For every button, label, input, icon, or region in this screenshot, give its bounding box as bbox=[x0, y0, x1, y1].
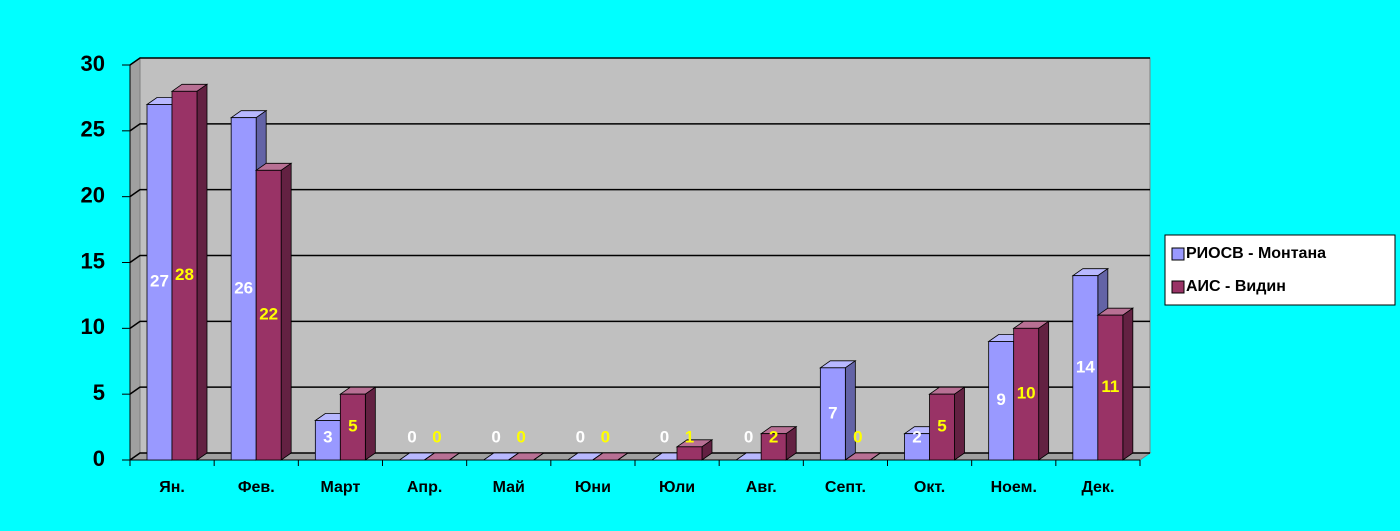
bar-front bbox=[1013, 327, 1040, 461]
legend-label: РИОСВ - Монтана bbox=[1186, 245, 1326, 262]
x-tick-label: Май bbox=[493, 479, 525, 496]
bar-front bbox=[1072, 275, 1099, 461]
bar-front bbox=[255, 169, 282, 461]
bar-side bbox=[870, 452, 881, 461]
legend-swatch bbox=[1171, 247, 1185, 261]
data-label: 5 bbox=[937, 417, 946, 436]
bar-front bbox=[146, 104, 173, 461]
bar-front bbox=[314, 420, 341, 461]
y-tick-label: 5 bbox=[93, 380, 105, 405]
data-label: 11 bbox=[1101, 377, 1119, 396]
data-label: 14 bbox=[1076, 357, 1095, 376]
bar bbox=[170, 83, 209, 461]
bar-front bbox=[171, 90, 198, 461]
data-label: 0 bbox=[491, 427, 500, 446]
bar-front bbox=[929, 393, 955, 461]
bar bbox=[507, 452, 545, 461]
bar-front bbox=[988, 341, 1015, 461]
bar-side bbox=[533, 452, 544, 461]
bar-front bbox=[760, 433, 787, 461]
bar-side bbox=[617, 452, 629, 461]
data-label: 0 bbox=[432, 427, 441, 446]
bar bbox=[759, 425, 798, 461]
data-label: 22 bbox=[259, 305, 278, 324]
y-tick-label: 25 bbox=[81, 117, 105, 142]
y-tick-label: 10 bbox=[81, 314, 105, 339]
x-tick-label: Март bbox=[321, 479, 361, 496]
x-tick-label: Юли bbox=[659, 479, 695, 496]
bar bbox=[844, 452, 882, 461]
bar bbox=[254, 162, 293, 461]
legend-swatch bbox=[1171, 280, 1185, 294]
x-tick-label: Ноем. bbox=[991, 479, 1037, 496]
data-label: 27 bbox=[150, 272, 169, 291]
bar bbox=[1096, 307, 1135, 461]
y-tick-label: 30 bbox=[81, 51, 105, 76]
x-tick-label: Авг. bbox=[746, 479, 777, 496]
grid-line bbox=[129, 254, 1150, 264]
bar bbox=[1012, 320, 1050, 461]
data-label: 5 bbox=[348, 417, 357, 436]
data-label: 28 bbox=[175, 265, 194, 284]
data-label: 0 bbox=[660, 427, 669, 446]
bar bbox=[675, 439, 714, 461]
data-label: 9 bbox=[996, 390, 1005, 409]
y-tick-label: 0 bbox=[93, 446, 105, 471]
data-label: 7 bbox=[828, 403, 837, 422]
x-tick-label: Апр. bbox=[407, 479, 442, 496]
grid-line bbox=[129, 386, 1150, 395]
x-tick-label: Септ. bbox=[825, 479, 866, 496]
bar-side bbox=[364, 386, 376, 461]
bar-front bbox=[676, 446, 703, 461]
x-tick-label: Фев. bbox=[238, 479, 275, 496]
data-label: 2 bbox=[912, 427, 921, 446]
data-label: 26 bbox=[234, 278, 253, 297]
x-tick-label: Окт. bbox=[914, 479, 945, 496]
bar bbox=[339, 386, 377, 461]
data-label: 0 bbox=[601, 427, 610, 446]
grid-line bbox=[129, 452, 1150, 461]
bar-side bbox=[449, 452, 460, 461]
bar bbox=[423, 452, 461, 461]
legend-box bbox=[1164, 234, 1396, 306]
data-label: 0 bbox=[576, 427, 585, 446]
data-label: 3 bbox=[323, 427, 332, 446]
bar-side bbox=[196, 83, 208, 461]
bar-front bbox=[230, 117, 257, 461]
bar-side bbox=[1122, 307, 1134, 461]
data-label: 10 bbox=[1017, 384, 1036, 403]
bar-front bbox=[819, 367, 846, 461]
bar bbox=[591, 452, 630, 461]
grid-line bbox=[129, 57, 1150, 66]
x-tick-label: Ян. bbox=[159, 479, 185, 496]
data-label: 0 bbox=[407, 427, 416, 446]
bar-side bbox=[280, 162, 292, 461]
data-label: 0 bbox=[744, 427, 753, 446]
bar-side bbox=[954, 386, 965, 461]
x-tick-label: Юни bbox=[575, 479, 611, 496]
bar bbox=[928, 386, 966, 461]
data-label: 1 bbox=[685, 427, 694, 446]
x-tick-label: Дек. bbox=[1081, 479, 1114, 496]
legend-label: АИС - Видин bbox=[1186, 278, 1286, 295]
grid-line bbox=[129, 188, 1150, 198]
y-tick-label: 20 bbox=[81, 182, 105, 207]
grid-line bbox=[129, 123, 1150, 132]
y-tick-label: 15 bbox=[81, 248, 105, 273]
data-label: 0 bbox=[516, 427, 525, 446]
bar bbox=[819, 360, 857, 461]
grid-line bbox=[129, 320, 1150, 329]
data-label: 0 bbox=[853, 427, 862, 446]
data-label: 2 bbox=[769, 427, 778, 446]
bar-side bbox=[1038, 320, 1050, 461]
bar-front bbox=[1097, 314, 1124, 461]
bar-front bbox=[339, 393, 366, 461]
